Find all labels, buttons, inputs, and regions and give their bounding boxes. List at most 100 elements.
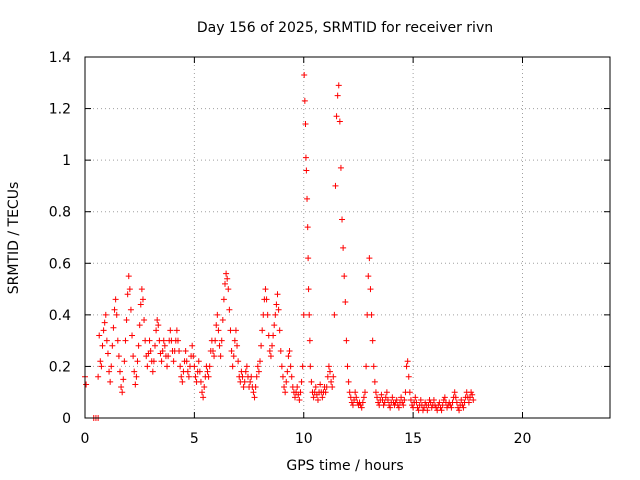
data-point: [115, 353, 122, 360]
data-point: [275, 306, 282, 313]
data-point: [297, 389, 304, 396]
data-point: [294, 384, 301, 391]
data-point: [100, 327, 107, 334]
data-point: [277, 347, 284, 354]
data-point: [185, 373, 192, 380]
data-point: [120, 376, 127, 383]
data-point: [119, 389, 126, 396]
data-point: [164, 363, 171, 370]
data-point: [204, 368, 211, 375]
data-point: [342, 298, 349, 305]
data-point: [125, 273, 132, 280]
data-point: [330, 373, 337, 380]
data-point: [266, 347, 273, 354]
data-point: [95, 373, 102, 380]
data-point: [161, 342, 168, 349]
data-point: [298, 378, 305, 385]
data-point: [173, 327, 180, 334]
data-point: [406, 389, 413, 396]
data-point: [106, 368, 113, 375]
data-point: [451, 389, 458, 396]
data-point: [441, 394, 448, 401]
data-point: [292, 394, 298, 401]
data-point: [324, 373, 331, 380]
data-point: [345, 378, 352, 385]
data-point: [393, 396, 400, 403]
data-point: [439, 402, 446, 409]
data-point: [412, 394, 419, 401]
data-point: [123, 317, 130, 324]
data-point: [234, 342, 241, 349]
data-point: [335, 82, 342, 89]
data-point: [213, 322, 220, 329]
data-point: [259, 327, 266, 334]
data-point: [107, 378, 114, 385]
data-point: [368, 311, 375, 318]
data-point: [389, 394, 396, 401]
data-point: [160, 337, 167, 344]
data-point: [378, 391, 385, 398]
data-point: [371, 378, 378, 385]
data-point: [102, 311, 109, 318]
x-tick-label: 10: [295, 431, 313, 447]
data-point: [216, 342, 223, 349]
data-point: [113, 311, 120, 318]
data-point: [284, 368, 291, 375]
data-point: [126, 286, 133, 293]
data-point: [250, 389, 257, 396]
data-point: [469, 391, 476, 398]
data-point: [205, 373, 212, 380]
data-point: [179, 378, 186, 385]
data-point: [384, 396, 391, 403]
data-point: [332, 182, 339, 189]
data-point: [452, 394, 459, 401]
data-point: [367, 286, 374, 293]
data-point: [243, 363, 250, 370]
data-point: [438, 407, 445, 414]
data-point: [278, 363, 285, 370]
data-point: [131, 368, 138, 375]
chart-title: Day 156 of 2025, SRMTID for receiver riv…: [197, 20, 493, 36]
data-point: [141, 317, 148, 324]
data-point: [108, 363, 115, 370]
data-point: [264, 311, 271, 318]
data-point: [305, 255, 312, 262]
data-point: [138, 286, 145, 293]
data-point: [302, 154, 309, 161]
data-point: [366, 255, 373, 262]
data-point: [329, 384, 336, 391]
data-point: [222, 280, 228, 287]
data-point: [304, 195, 311, 202]
data-point: [331, 311, 338, 318]
plot-frame: [84, 56, 611, 419]
data-point: [374, 394, 381, 401]
data-point: [196, 368, 203, 375]
data-point: [458, 396, 465, 403]
data-point: [283, 378, 290, 385]
data-point: [296, 396, 303, 403]
data-point: [306, 311, 313, 318]
data-point: [272, 311, 279, 318]
x-axis-label: GPS time / hours: [286, 458, 403, 474]
data-point: [417, 396, 424, 403]
data-point: [347, 394, 354, 401]
data-point: [359, 399, 366, 406]
data-point: [96, 332, 103, 339]
data-point: [468, 389, 475, 396]
y-tick-label: 0.4: [49, 308, 71, 324]
data-point: [217, 353, 224, 360]
data-point: [255, 368, 262, 375]
data-point: [319, 394, 326, 401]
y-tick-label: 0.6: [49, 256, 71, 272]
x-tick-label: 0: [81, 431, 90, 447]
data-point: [206, 363, 213, 370]
y-axis-label: SRMTID / TECUs: [6, 182, 22, 295]
data-point: [301, 72, 308, 79]
data-point: [453, 399, 460, 406]
data-point: [144, 363, 151, 370]
data-point: [400, 402, 407, 409]
data-point: [282, 389, 289, 396]
data-point: [170, 358, 177, 365]
data-point: [130, 353, 137, 360]
